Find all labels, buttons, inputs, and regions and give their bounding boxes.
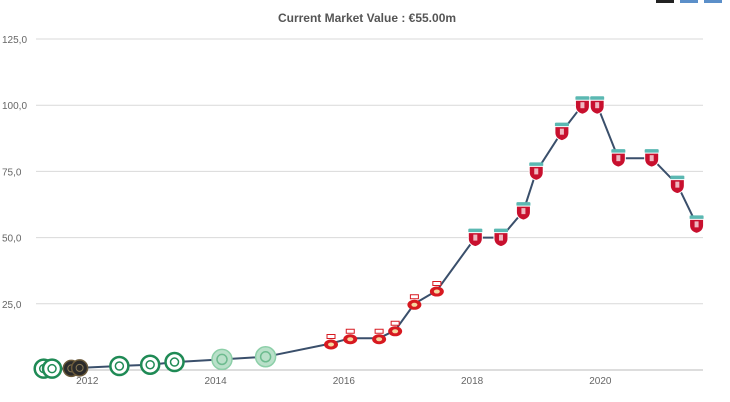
liverbird-icon bbox=[498, 234, 503, 241]
data-point[interactable] bbox=[467, 228, 483, 248]
data-point[interactable] bbox=[689, 215, 705, 234]
liverpool-crest-icon bbox=[554, 122, 569, 127]
data-point[interactable] bbox=[70, 359, 89, 377]
southampton-crest-top-icon bbox=[409, 294, 419, 300]
celtic-clover-icon bbox=[47, 363, 57, 374]
liverbird-icon bbox=[521, 208, 526, 215]
southampton-ball-icon bbox=[347, 337, 354, 342]
liverpool-crest-icon bbox=[611, 149, 626, 154]
liverbird-icon bbox=[534, 168, 539, 175]
liverbird-icon bbox=[559, 128, 564, 135]
x-tick-label: 2012 bbox=[76, 376, 99, 387]
data-point[interactable] bbox=[254, 346, 277, 368]
celtic-clover-icon bbox=[169, 357, 180, 367]
southampton-ball-icon bbox=[411, 302, 418, 307]
southampton-ball-icon bbox=[376, 337, 383, 342]
celtic-crest-icon bbox=[211, 348, 233, 371]
data-point[interactable] bbox=[644, 149, 660, 168]
data-point[interactable] bbox=[139, 354, 161, 375]
y-tick-label: 50,0 bbox=[2, 234, 22, 245]
liverbird-icon bbox=[473, 234, 478, 241]
data-point[interactable] bbox=[324, 334, 339, 350]
y-tick-label: 25,0 bbox=[2, 300, 22, 311]
liverbird-icon bbox=[580, 102, 585, 109]
x-axis-ticks: 2012 2014 2016 2018 2020 bbox=[76, 376, 612, 387]
window-control[interactable] bbox=[656, 0, 674, 3]
southampton-ball-icon bbox=[328, 342, 335, 347]
liverbird-icon bbox=[694, 221, 699, 228]
celtic-crest-icon bbox=[109, 355, 130, 377]
celtic-clover-icon bbox=[114, 361, 125, 371]
celtic-crest-icon bbox=[41, 358, 63, 379]
liverpool-crest-icon bbox=[590, 96, 605, 101]
window-control[interactable] bbox=[704, 0, 722, 3]
data-point[interactable] bbox=[343, 328, 358, 345]
y-tick-label: 125,0 bbox=[2, 35, 27, 46]
celtic-clover-icon bbox=[216, 353, 228, 366]
data-point[interactable] bbox=[574, 96, 590, 115]
data-point[interactable] bbox=[515, 202, 531, 221]
y-tick-label: 75,0 bbox=[2, 167, 22, 178]
southampton-ball-icon bbox=[392, 329, 399, 334]
southampton-crest-top-icon bbox=[326, 334, 336, 340]
x-tick-label: 2018 bbox=[461, 376, 484, 387]
chart-title: Current Market Value : €55.00m bbox=[278, 11, 456, 25]
data-point[interactable] bbox=[610, 149, 626, 168]
liverpool-crest-icon bbox=[516, 202, 531, 207]
data-point[interactable] bbox=[493, 228, 509, 248]
y-tick-label: 100,0 bbox=[2, 101, 27, 112]
data-point[interactable] bbox=[528, 162, 544, 181]
celtic-crest-icon bbox=[254, 346, 277, 368]
liverpool-crest-icon bbox=[493, 228, 508, 233]
liverpool-crest-icon bbox=[575, 96, 590, 101]
data-point[interactable] bbox=[211, 348, 233, 371]
celtic-crest-icon bbox=[139, 354, 161, 375]
x-tick-label: 2016 bbox=[333, 376, 356, 387]
southampton-crest-top-icon bbox=[374, 328, 384, 334]
grid-lines bbox=[36, 38, 703, 371]
data-point[interactable] bbox=[554, 122, 570, 142]
southampton-crest-top-icon bbox=[432, 281, 442, 287]
x-tick-label: 2020 bbox=[589, 376, 612, 387]
window-control[interactable] bbox=[680, 0, 698, 3]
liverbird-icon bbox=[595, 102, 600, 109]
liverpool-crest-icon bbox=[670, 175, 685, 180]
crest-inner-icon bbox=[75, 363, 84, 372]
celtic-clover-icon bbox=[259, 351, 272, 363]
celtic-clover-icon bbox=[145, 359, 155, 370]
liverbird-icon bbox=[675, 181, 680, 188]
liverpool-crest-icon bbox=[468, 228, 483, 233]
southampton-crest-top-icon bbox=[390, 320, 400, 326]
x-tick-label: 2014 bbox=[204, 376, 227, 387]
celtic-crest-icon bbox=[164, 351, 185, 373]
data-point[interactable] bbox=[589, 96, 605, 115]
liverbird-icon bbox=[649, 155, 654, 162]
y-axis-ticks: 25,0 50,0 75,0 100,0 125,0 bbox=[2, 35, 27, 311]
liverbird-icon bbox=[616, 155, 621, 162]
data-point[interactable] bbox=[669, 175, 685, 195]
data-point[interactable] bbox=[429, 281, 444, 297]
southampton-ball-icon bbox=[433, 289, 440, 294]
club-crest-icon bbox=[70, 359, 89, 377]
southampton-crest-top-icon bbox=[345, 328, 355, 334]
liverpool-crest-icon bbox=[644, 149, 659, 154]
market-value-line bbox=[43, 104, 698, 370]
data-point[interactable] bbox=[164, 351, 185, 373]
liverpool-crest-icon bbox=[689, 215, 704, 220]
data-point[interactable] bbox=[41, 358, 63, 379]
club-markers bbox=[33, 96, 705, 379]
data-point[interactable] bbox=[109, 355, 130, 377]
data-point[interactable] bbox=[388, 320, 403, 337]
data-point[interactable] bbox=[407, 294, 422, 310]
liverpool-crest-icon bbox=[529, 162, 544, 167]
data-point[interactable] bbox=[372, 328, 387, 345]
